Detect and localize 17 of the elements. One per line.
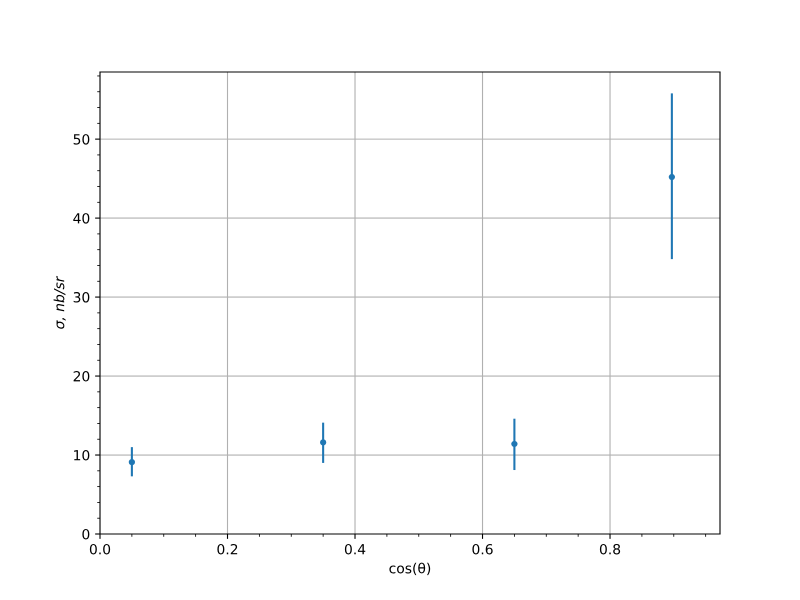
y-tick-label: 0 xyxy=(82,528,90,540)
y-axis-title: σ, nb/sr xyxy=(54,276,66,329)
x-tick-label: 0.4 xyxy=(344,544,366,554)
point xyxy=(511,440,518,448)
point xyxy=(320,439,326,446)
point xyxy=(128,459,135,466)
y-tick-label: 50 xyxy=(74,134,90,145)
y-tick-label: 20 xyxy=(74,371,90,382)
y-tick-label: 40 xyxy=(73,213,90,224)
x-tick-label: 0.2 xyxy=(217,544,238,554)
x-tick-label: 0.6 xyxy=(472,544,493,554)
y-tick-label: 30 xyxy=(74,292,90,303)
y-tick-label: 10 xyxy=(74,450,90,460)
x-tick-label: 0.0 xyxy=(90,544,110,554)
x-axis-title: cos(θ) xyxy=(389,562,430,576)
point xyxy=(668,174,675,180)
x-tick-label: 0.8 xyxy=(600,544,620,554)
